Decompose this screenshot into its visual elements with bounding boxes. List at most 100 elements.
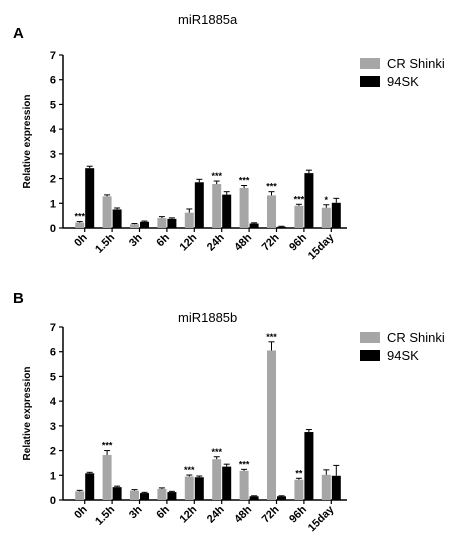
bar-48h-series2 bbox=[249, 223, 259, 228]
significance-mark: *** bbox=[74, 212, 85, 222]
bar-72h-series1 bbox=[267, 350, 276, 500]
x-tick-label: 0h bbox=[72, 231, 90, 249]
x-tick-label: 96h bbox=[287, 231, 309, 253]
chart-title: miR1885a bbox=[178, 12, 238, 27]
bar-3h-series2 bbox=[140, 493, 149, 500]
x-tick-label: 24h bbox=[205, 503, 227, 525]
bar-1.5h-series2 bbox=[112, 487, 122, 500]
bar-0h-series1 bbox=[75, 491, 85, 500]
x-tick-label: 24h bbox=[205, 231, 227, 253]
significance-mark: *** bbox=[266, 182, 277, 192]
bar-6h-series2 bbox=[167, 492, 177, 500]
x-tick-label: 15day bbox=[306, 503, 337, 534]
x-tick-label: 72h bbox=[260, 503, 282, 525]
bar-72h-series1 bbox=[267, 195, 276, 228]
bar-72h-series2 bbox=[277, 226, 286, 228]
y-tick-label: 5 bbox=[50, 99, 56, 111]
y-axis-label: Relative expression bbox=[22, 95, 33, 189]
significance-mark: *** bbox=[211, 171, 222, 181]
bar-0h-series1 bbox=[75, 222, 85, 228]
bar-24h-series1 bbox=[212, 184, 222, 228]
y-tick-label: 7 bbox=[50, 50, 56, 62]
bar-24h-series2 bbox=[222, 194, 232, 228]
y-tick-label: 4 bbox=[50, 396, 57, 408]
x-tick-label: 1.5h bbox=[93, 503, 117, 527]
bar-1.5h-series1 bbox=[102, 455, 112, 500]
x-tick-label: 3h bbox=[127, 503, 145, 521]
x-tick-label: 0h bbox=[72, 503, 90, 521]
significance-mark: *** bbox=[294, 194, 305, 204]
x-tick-label: 15day bbox=[306, 231, 337, 262]
bar-15day-series2 bbox=[331, 475, 341, 500]
bar-3h-series2 bbox=[140, 221, 149, 228]
bar-15day-series1 bbox=[321, 207, 331, 228]
legend-swatch-1 bbox=[360, 332, 380, 343]
bar-0h-series2 bbox=[85, 473, 95, 500]
bar-24h-series1 bbox=[212, 459, 222, 500]
bar-96h-series1 bbox=[294, 479, 304, 500]
legend-swatch-2 bbox=[360, 76, 380, 87]
y-tick-label: 0 bbox=[50, 223, 56, 235]
y-tick-label: 0 bbox=[50, 495, 56, 507]
x-tick-label: 72h bbox=[260, 231, 282, 253]
bar-0h-series2 bbox=[85, 168, 95, 228]
bar-96h-series1 bbox=[294, 205, 304, 228]
legend-label-1: CR Shinki bbox=[387, 330, 445, 345]
bar-24h-series2 bbox=[222, 466, 232, 500]
bar-48h-series1 bbox=[239, 187, 249, 228]
bar-48h-series2 bbox=[249, 496, 259, 500]
significance-mark: * bbox=[325, 195, 329, 205]
legend-label-2: 94SK bbox=[387, 74, 419, 89]
y-tick-label: 4 bbox=[50, 124, 57, 136]
bar-15day-series1 bbox=[321, 474, 331, 500]
y-tick-label: 7 bbox=[50, 322, 56, 334]
significance-mark: ** bbox=[295, 468, 303, 478]
x-tick-label: 96h bbox=[287, 503, 309, 525]
legend-label-2: 94SK bbox=[387, 348, 419, 363]
significance-mark: *** bbox=[211, 447, 222, 457]
bar-3h-series1 bbox=[130, 490, 139, 500]
bar-1.5h-series2 bbox=[112, 209, 122, 228]
y-tick-label: 1 bbox=[50, 198, 56, 210]
x-tick-label: 6h bbox=[154, 503, 172, 521]
x-tick-label: 12h bbox=[178, 503, 200, 525]
y-tick-label: 3 bbox=[50, 149, 56, 161]
bar-12h-series2 bbox=[194, 477, 204, 500]
legend-swatch-1 bbox=[360, 58, 380, 69]
significance-mark: *** bbox=[102, 441, 113, 451]
legend-swatch-2 bbox=[360, 350, 380, 361]
legend-label-1: CR Shinki bbox=[387, 56, 445, 71]
y-tick-label: 2 bbox=[50, 446, 56, 458]
y-tick-label: 3 bbox=[50, 421, 56, 433]
x-tick-label: 12h bbox=[178, 231, 200, 253]
y-tick-label: 6 bbox=[50, 75, 56, 87]
bar-3h-series1 bbox=[130, 224, 139, 228]
significance-mark: *** bbox=[266, 332, 277, 342]
significance-mark: *** bbox=[239, 175, 250, 185]
x-tick-label: 1.5h bbox=[93, 231, 117, 255]
y-tick-label: 6 bbox=[50, 347, 56, 359]
x-tick-label: 48h bbox=[232, 231, 254, 253]
y-tick-label: 1 bbox=[50, 470, 56, 482]
significance-mark: *** bbox=[239, 459, 250, 469]
bar-96h-series2 bbox=[304, 432, 314, 500]
x-tick-label: 48h bbox=[232, 503, 254, 525]
bar-72h-series2 bbox=[277, 496, 286, 500]
bar-12h-series1 bbox=[184, 476, 194, 500]
bar-12h-series2 bbox=[194, 182, 204, 228]
y-tick-label: 5 bbox=[50, 371, 56, 383]
panel-label: A bbox=[13, 25, 24, 42]
significance-mark: *** bbox=[184, 465, 195, 475]
panel-label: B bbox=[13, 290, 24, 307]
bar-15day-series2 bbox=[331, 202, 341, 228]
y-axis-label: Relative expression bbox=[22, 367, 33, 461]
bar-6h-series1 bbox=[157, 218, 167, 228]
x-tick-label: 6h bbox=[154, 231, 172, 249]
bar-48h-series1 bbox=[239, 470, 249, 500]
chart-title: miR1885b bbox=[178, 310, 237, 325]
y-tick-label: 2 bbox=[50, 174, 56, 186]
bar-6h-series1 bbox=[157, 488, 167, 500]
